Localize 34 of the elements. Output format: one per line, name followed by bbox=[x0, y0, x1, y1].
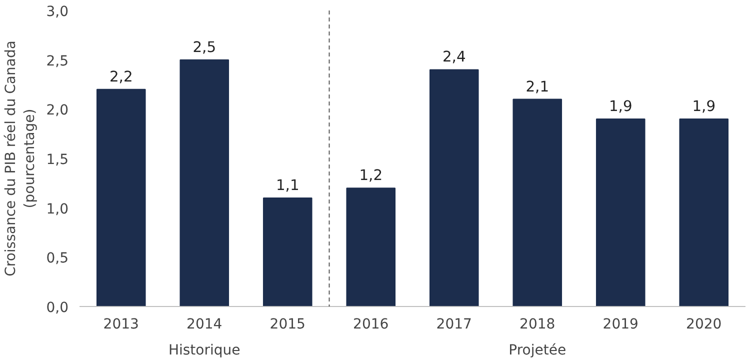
x-tick-label: 2016 bbox=[353, 316, 389, 332]
y-tick-label: 1,5 bbox=[46, 152, 68, 168]
bar bbox=[262, 197, 312, 306]
y-tick-label: 3,0 bbox=[46, 4, 68, 20]
x-tick-label: 2020 bbox=[686, 316, 722, 332]
data-label: 2,4 bbox=[442, 48, 466, 66]
data-label: 1,2 bbox=[359, 167, 383, 184]
y-tick-label: 0,5 bbox=[46, 250, 68, 267]
y-tick-label: 2,5 bbox=[46, 53, 68, 70]
bar bbox=[429, 69, 479, 306]
bar bbox=[346, 188, 396, 306]
bar bbox=[180, 59, 230, 306]
y-tick-label: 1,0 bbox=[46, 201, 68, 218]
data-label: 1,9 bbox=[692, 98, 716, 116]
bar bbox=[96, 88, 146, 306]
bar bbox=[679, 118, 729, 306]
y-axis-title: Croissance du PIB réel du Canada (pourcentage) bbox=[3, 40, 38, 276]
x-tick-label: 2015 bbox=[270, 316, 306, 332]
data-label: 2,2 bbox=[109, 68, 133, 86]
data-label: 2,1 bbox=[526, 78, 550, 96]
bar bbox=[596, 118, 646, 306]
data-label: 2,5 bbox=[192, 38, 216, 56]
x-tick-label: 2014 bbox=[186, 316, 222, 332]
y-tick-label: 0,0 bbox=[46, 300, 68, 316]
x-tick-label: 2018 bbox=[520, 316, 556, 332]
text: Projetée bbox=[508, 342, 566, 358]
data-label: 1,1 bbox=[276, 176, 300, 194]
x-tick-label: 2013 bbox=[103, 316, 139, 332]
text: Historique bbox=[168, 342, 240, 358]
x-tick-label: 2017 bbox=[436, 316, 472, 332]
bar bbox=[512, 98, 562, 306]
data-label: 1,9 bbox=[608, 98, 632, 116]
x-tick-label: 2019 bbox=[602, 316, 638, 332]
y-tick-label: 2,0 bbox=[46, 102, 68, 119]
